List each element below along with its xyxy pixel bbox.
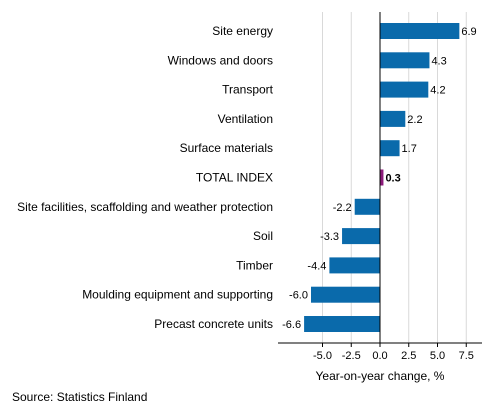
category-label-site-energy: Site energy [212,24,273,38]
bar-surface-materials [380,140,400,157]
source-note: Source: Statistics Finland [12,390,148,404]
x-tick-label-5: 7.5 [459,350,474,362]
value-label-surface-materials: 1.7 [402,143,417,155]
bar-ventilation [380,110,406,127]
value-label-site-energy: 6.9 [461,26,476,38]
bar-transport [380,81,429,98]
category-label-site-facilities-scaffolding-and-weather-protection: Site facilities, scaffolding and weather… [17,200,273,214]
value-label-total-index: 0.3 [385,173,400,185]
x-axis-title: Year-on-year change, % [316,369,445,383]
bars [304,23,460,332]
value-label-timber: -4.4 [307,260,326,272]
value-label-precast-concrete-units: -6.6 [282,319,301,331]
x-tick-label-2: 0.0 [372,350,387,362]
labels: 6.9 Site energy 4.3 Windows and doors 4.2 Tra… [17,24,477,383]
value-label-windows-and-doors: 4.3 [431,55,446,67]
bar-site-energy [380,23,460,39]
axes [278,12,482,347]
value-label-soil: -3.3 [320,231,339,243]
x-tick-label-0: -5.0 [313,350,332,362]
x-tick-label-3: 2.5 [401,350,416,362]
category-label-moulding-equipment-and-supporting: Moulding equipment and supporting [82,288,273,302]
category-label-windows-and-doors: Windows and doors [168,53,273,67]
bar-total-index [380,169,384,186]
value-label-ventilation: 2.2 [407,114,422,126]
bar-precast-concrete-units [304,316,380,332]
category-label-surface-materials: Surface materials [180,141,273,155]
category-label-transport: Transport [222,83,274,97]
value-label-moulding-equipment-and-supporting: -6.0 [289,290,308,302]
category-label-ventilation: Ventilation [218,112,273,126]
x-tick-label-4: 5.0 [430,350,445,362]
x-tick-label-1: -2.5 [342,350,361,362]
category-label-total-index: TOTAL INDEX [196,171,273,185]
bar-site-facilities-scaffolding-and-weather-protection [354,198,380,215]
category-label-precast-concrete-units: Precast concrete units [154,317,273,331]
value-label-site-facilities-scaffolding-and-weather-protection: -2.2 [333,202,352,214]
value-label-transport: 4.2 [430,85,445,97]
bar-chart: 6.9 Site energy 4.3 Windows and doors 4.2 Tra… [17,12,482,383]
category-label-timber: Timber [236,258,273,272]
bar-moulding-equipment-and-supporting [311,286,380,303]
category-label-soil: Soil [253,229,273,243]
bar-soil [342,228,380,245]
bar-timber [329,257,380,274]
bar-windows-and-doors [380,52,430,69]
